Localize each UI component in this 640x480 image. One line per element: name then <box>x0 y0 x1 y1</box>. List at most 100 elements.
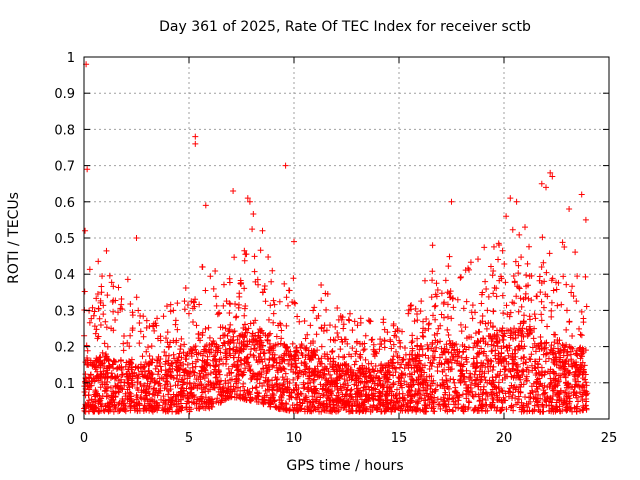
data-point <box>411 404 418 411</box>
data-point <box>377 382 384 389</box>
data-point <box>369 336 376 343</box>
data-point <box>507 334 514 341</box>
data-point <box>436 354 443 361</box>
data-point <box>564 393 571 400</box>
data-point <box>467 370 474 377</box>
data-point <box>448 359 455 366</box>
data-point <box>236 293 243 300</box>
data-point <box>572 378 579 385</box>
data-point <box>463 298 470 305</box>
data-point <box>537 380 544 387</box>
data-point <box>218 397 225 404</box>
data-point <box>288 353 295 360</box>
data-point <box>434 330 441 337</box>
data-point <box>95 408 102 415</box>
data-point <box>482 408 489 415</box>
data-point <box>179 384 186 391</box>
data-point <box>581 384 588 391</box>
data-point <box>230 346 237 353</box>
data-point <box>338 336 345 343</box>
data-point <box>226 309 233 316</box>
data-point <box>525 400 532 407</box>
data-point <box>568 362 575 369</box>
data-point <box>277 320 284 327</box>
data-point <box>296 318 303 325</box>
data-point <box>348 353 355 360</box>
data-point <box>190 318 196 325</box>
data-point <box>495 356 502 363</box>
data-point <box>582 273 589 280</box>
data-point <box>161 348 168 355</box>
data-point <box>483 401 490 408</box>
data-point <box>293 348 300 355</box>
data-point <box>94 392 101 399</box>
data-point <box>195 376 202 383</box>
data-point <box>493 390 500 397</box>
data-point <box>199 332 206 339</box>
data-point <box>291 353 298 360</box>
data-point <box>176 365 183 372</box>
data-point <box>489 324 496 331</box>
data-point <box>173 392 180 399</box>
data-point <box>102 318 109 325</box>
data-point <box>118 371 125 378</box>
data-point <box>552 382 559 389</box>
data-point <box>400 356 407 363</box>
data-point <box>178 354 185 361</box>
data-point <box>368 337 375 344</box>
data-point <box>311 389 318 396</box>
data-point <box>562 406 569 413</box>
data-point <box>544 393 551 400</box>
data-point <box>174 382 181 389</box>
data-point <box>366 318 373 325</box>
data-point <box>496 277 503 284</box>
data-point <box>244 329 251 336</box>
data-point <box>91 323 98 330</box>
data-point <box>439 368 446 375</box>
data-point <box>303 344 310 351</box>
data-point <box>518 303 525 310</box>
data-point <box>353 377 360 384</box>
data-point <box>207 273 214 280</box>
data-point <box>540 351 547 358</box>
data-point <box>533 293 540 300</box>
data-point <box>401 378 408 385</box>
data-point <box>475 383 482 390</box>
data-point <box>243 396 250 403</box>
data-point <box>233 367 240 374</box>
data-point <box>220 384 227 391</box>
data-point <box>498 387 505 394</box>
data-point <box>422 352 429 359</box>
data-point <box>523 283 530 290</box>
data-point <box>262 362 269 369</box>
data-point <box>582 379 589 386</box>
data-point <box>526 326 533 333</box>
data-point <box>500 310 507 317</box>
data-point <box>263 392 270 399</box>
data-point <box>396 364 403 371</box>
data-point <box>377 336 384 343</box>
data-point <box>255 399 262 406</box>
data-point <box>544 323 551 330</box>
data-point <box>292 363 299 370</box>
data-point <box>557 365 564 372</box>
data-point <box>170 351 177 358</box>
data-point <box>370 341 377 348</box>
data-point <box>431 408 438 415</box>
data-point <box>512 353 519 360</box>
data-point <box>235 304 242 311</box>
data-point <box>337 373 344 380</box>
data-point <box>474 350 481 357</box>
data-point <box>339 400 346 407</box>
data-point <box>500 394 507 401</box>
data-point <box>210 338 217 345</box>
data-point <box>397 343 404 350</box>
data-point <box>217 377 224 384</box>
data-point <box>526 313 533 320</box>
data-point <box>436 359 443 366</box>
data-point <box>456 348 463 355</box>
data-point <box>579 350 586 357</box>
data-point <box>314 374 321 381</box>
data-point <box>412 362 419 369</box>
data-point <box>264 337 271 344</box>
